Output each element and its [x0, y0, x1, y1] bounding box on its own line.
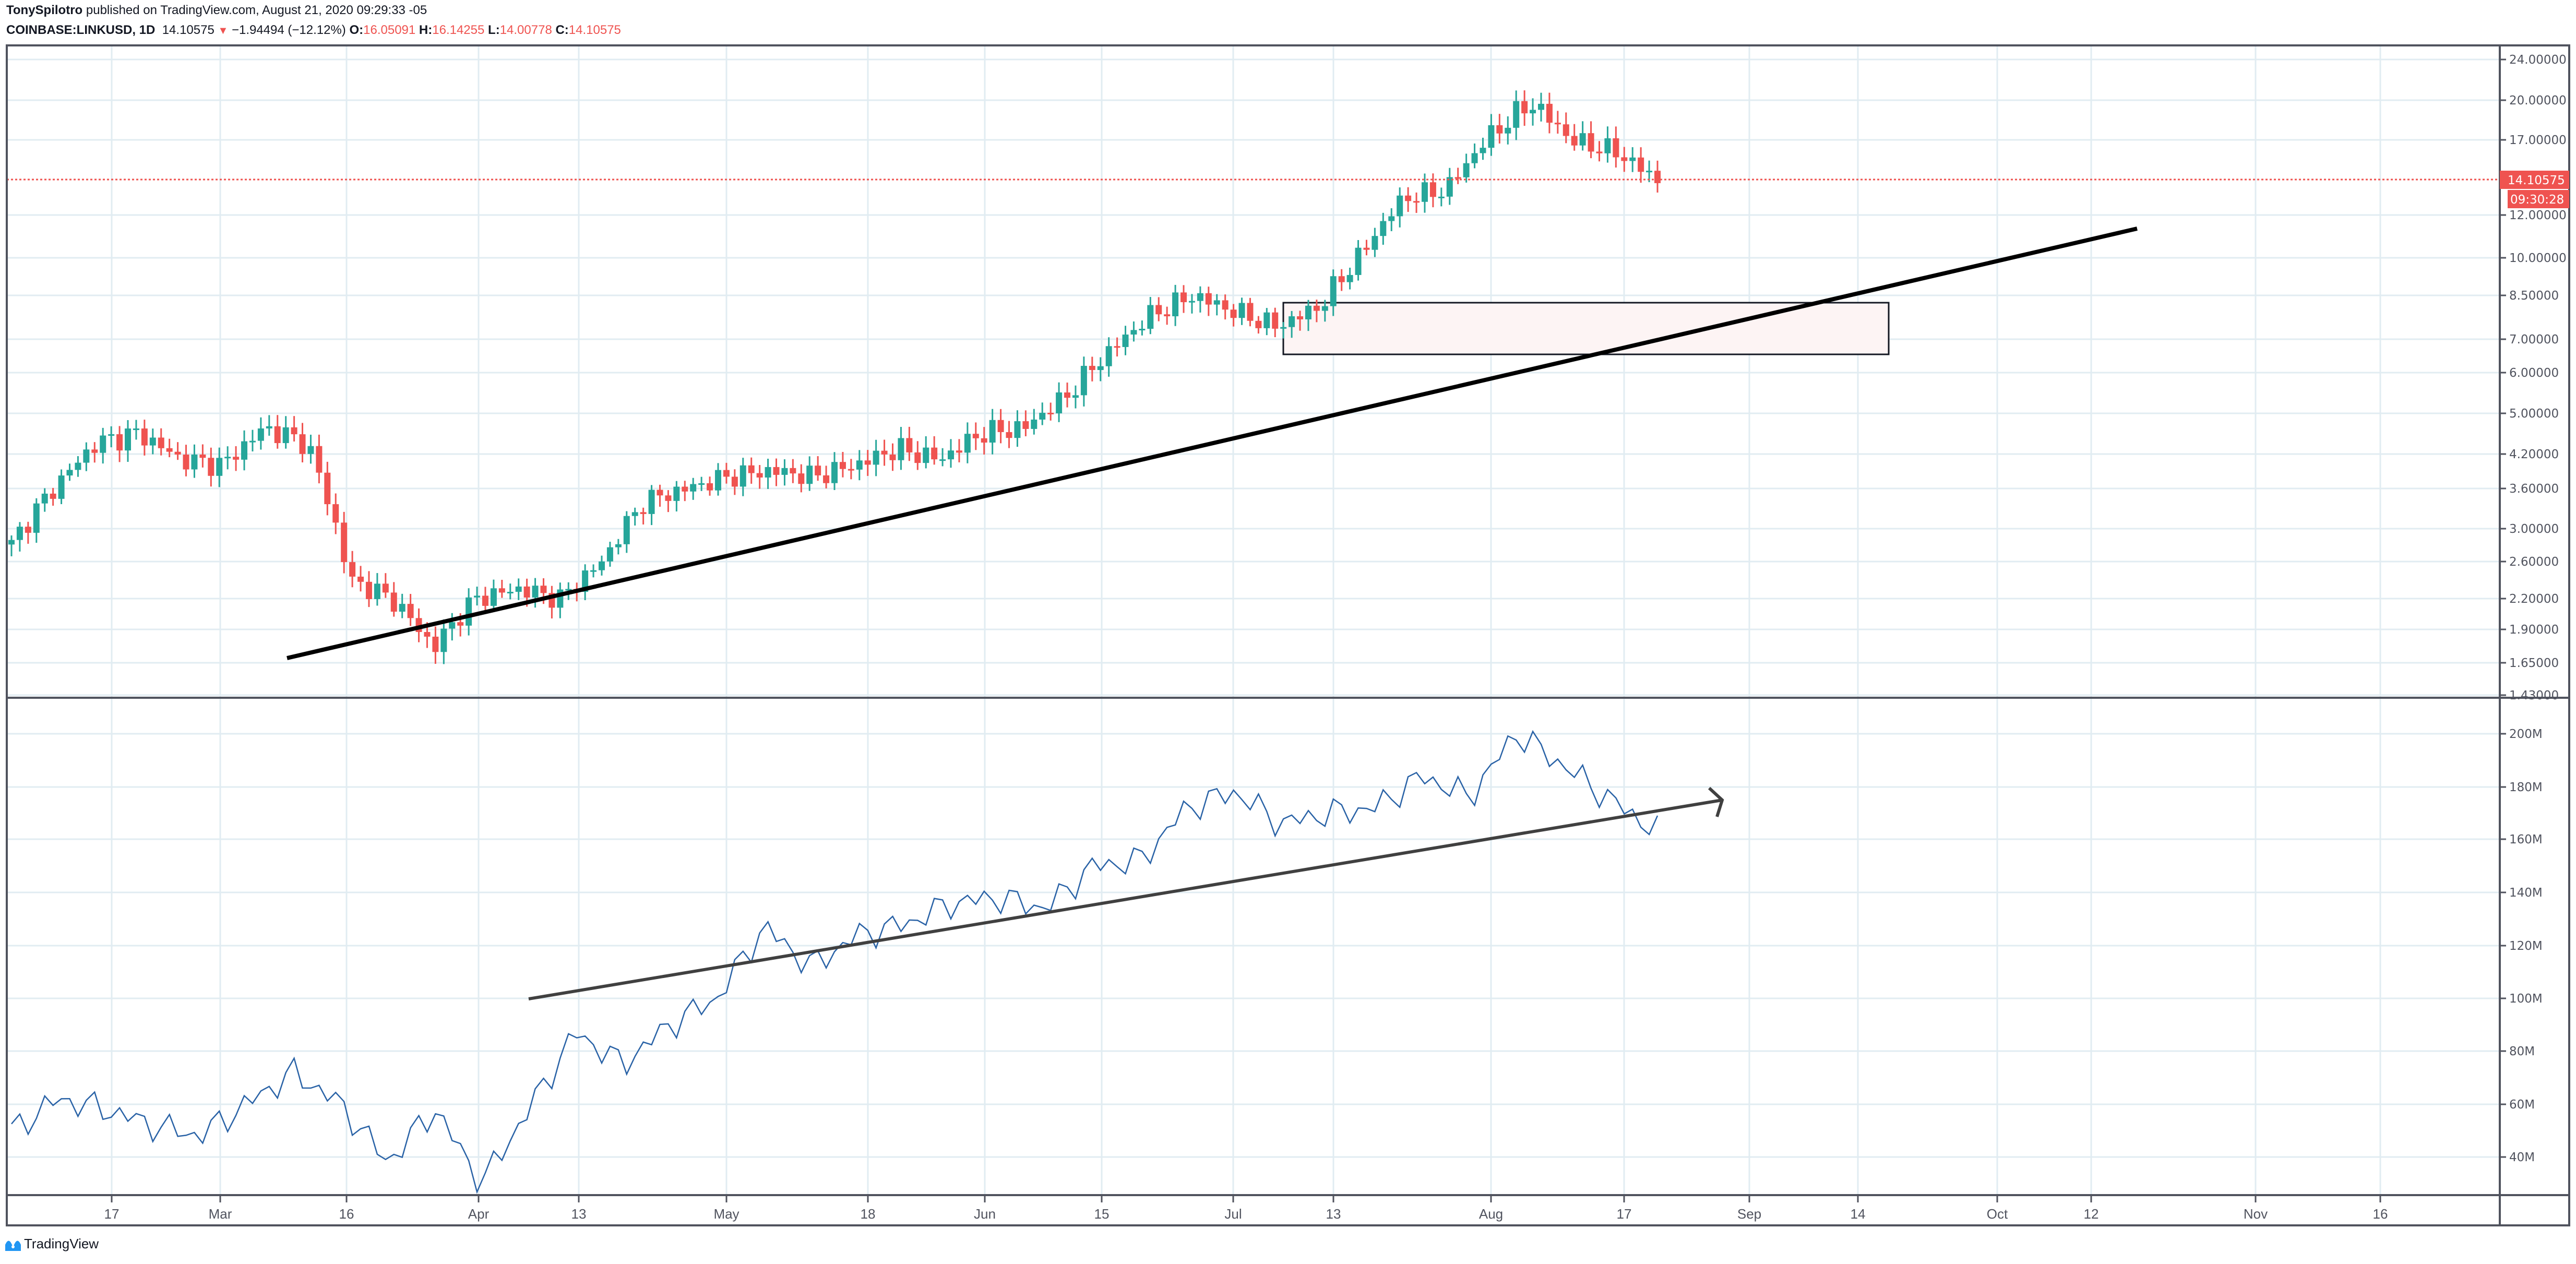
open-value: 16.05091: [363, 23, 416, 37]
open-label: O:: [349, 23, 364, 37]
price-axis-label: 1.43000: [2509, 689, 2559, 702]
chart-frame: [6, 44, 2570, 1226]
price-axis-label: 4.20000: [2509, 448, 2559, 461]
horizontal-gridlines: [7, 58, 2500, 1158]
indicator-axis-label: 180M: [2509, 781, 2543, 794]
price-trendline[interactable]: [287, 226, 2138, 660]
countdown-tag: [2508, 190, 2569, 208]
symbol-name[interactable]: COINBASE:LINKUSD, 1D: [6, 23, 156, 37]
high-value: 16.14255: [432, 23, 485, 37]
time-axis-label: 12: [2084, 1206, 2099, 1222]
price-axis-label: 17.00000: [2509, 134, 2567, 147]
price-axis-label: 2.60000: [2509, 555, 2559, 569]
triangle-down-icon: ▼: [218, 25, 229, 37]
support-zone-rectangle[interactable]: [1282, 302, 1890, 355]
price-axis-label: 24.00000: [2509, 53, 2567, 67]
price-axis-label: 3.00000: [2509, 522, 2559, 536]
countdown-tag-text: 09:30:28: [2510, 193, 2564, 207]
time-axis-label: 13: [1326, 1206, 1341, 1222]
price-axis-label: 2.20000: [2509, 592, 2559, 606]
time-axis-label: Apr: [468, 1206, 490, 1222]
arrow-head-icon: [1708, 786, 1724, 817]
time-axis-label: 16: [2373, 1206, 2388, 1222]
close-value: 14.10575: [568, 23, 621, 37]
price-axis-label: 7.00000: [2509, 333, 2559, 347]
time-axis-label: 18: [861, 1206, 876, 1222]
indicator-axis-label: 100M: [2509, 992, 2543, 1006]
price-axis-label: 5.00000: [2509, 407, 2559, 421]
time-axis-label: Mar: [209, 1206, 232, 1222]
price-axis-label: 8.50000: [2509, 289, 2559, 303]
indicator-axis-label: 160M: [2509, 833, 2543, 846]
price-axis-label: 1.65000: [2509, 657, 2559, 670]
time-axis-label: 17: [104, 1206, 120, 1222]
last-price-tag-text: 14.10575: [2508, 174, 2565, 187]
tradingview-wordmark: TradingView: [24, 1236, 99, 1251]
indicator-axis-label: 40M: [2509, 1151, 2535, 1164]
price-axis-label: 3.60000: [2509, 482, 2559, 496]
high-label: H:: [419, 23, 433, 37]
candlestick-series: [8, 90, 1661, 664]
price-axis-label: 12.00000: [2509, 209, 2567, 222]
time-axis[interactable]: 17 Mar 16 Apr 13 May 18 Jun 15 Jul 13 Aug 17 Sep 14 Oct…: [104, 1195, 2388, 1222]
symbol-legend: COINBASE:LINKUSD, 1D 14.10575 ▼ −1.94494…: [6, 23, 621, 38]
price-change: −1.94494 (−12.12%): [231, 23, 346, 37]
author-name[interactable]: TonySpilotro: [6, 3, 83, 17]
time-axis-label: Nov: [2244, 1206, 2268, 1222]
price-axis-label: 20.00000: [2509, 94, 2567, 108]
price-axis[interactable]: 24.00000 20.00000 17.00000 12.00000 10.00000…: [2500, 53, 2567, 702]
time-axis-label: Oct: [1987, 1206, 2008, 1222]
indicator-axis-label: 200M: [2509, 728, 2543, 741]
time-axis-label: 13: [571, 1206, 587, 1222]
price-axis-label: 10.00000: [2509, 252, 2567, 265]
indicator-axis-label: 60M: [2509, 1098, 2535, 1112]
time-axis-label: May: [713, 1206, 739, 1222]
last-price-tag: [2500, 171, 2569, 189]
time-axis-label: Sep: [1737, 1206, 1761, 1222]
time-axis-label: 16: [339, 1206, 354, 1222]
last-price: 14.10575: [162, 23, 214, 37]
price-axis-label: 6.00000: [2509, 366, 2559, 380]
publish-details: published on TradingView.com, August 21,…: [86, 3, 427, 17]
indicator-axis-label: 120M: [2509, 939, 2543, 953]
vertical-gridlines: [111, 45, 2381, 1195]
close-label: C:: [555, 23, 569, 37]
time-axis-label: Jul: [1224, 1206, 1242, 1222]
tradingview-branding[interactable]: TradingView: [4, 1236, 99, 1252]
tradingview-logo-icon: [5, 1240, 21, 1251]
low-value: 14.00778: [499, 23, 552, 37]
indicator-axis-label: 140M: [2509, 886, 2543, 900]
indicator-axis[interactable]: 200M 180M 160M 140M 120M 100M 80M 60M 40M: [2500, 728, 2543, 1164]
time-axis-label: 15: [1094, 1206, 1110, 1222]
indicator-axis-label: 80M: [2509, 1045, 2535, 1058]
time-axis-label: Aug: [1479, 1206, 1503, 1222]
publish-info: TonySpilotro published on TradingView.co…: [6, 3, 427, 18]
low-label: L:: [488, 23, 500, 37]
indicator-line: [11, 730, 1659, 1194]
time-axis-label: Jun: [974, 1206, 996, 1222]
indicator-trendline[interactable]: [528, 798, 1723, 1000]
price-axis-label: 1.90000: [2509, 623, 2559, 637]
time-axis-label: 14: [1851, 1206, 1866, 1222]
time-axis-label: 17: [1617, 1206, 1632, 1222]
